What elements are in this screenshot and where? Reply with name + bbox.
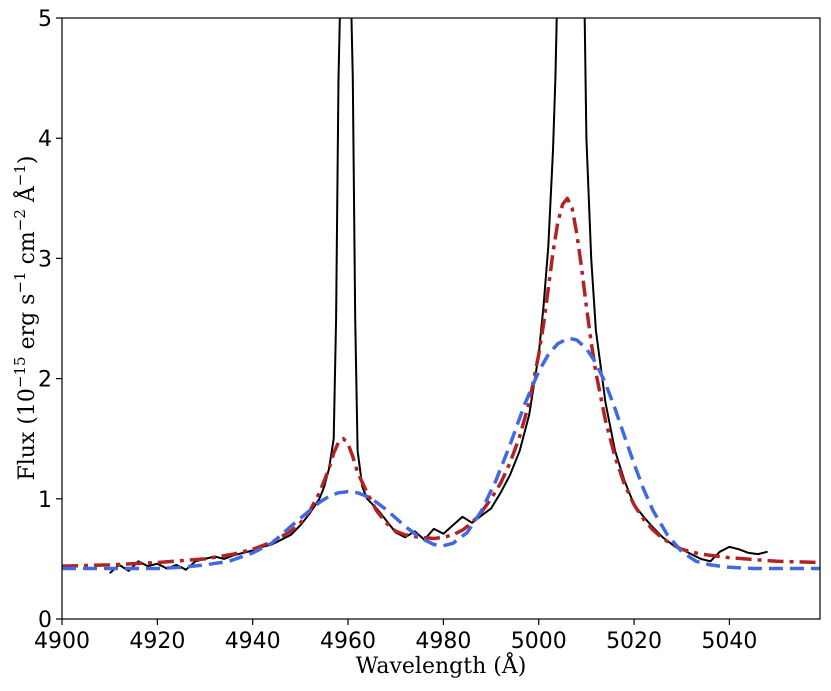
series-solid-line (109, 18, 768, 575)
y-label-exp-1: −1 (11, 271, 29, 293)
y-label-exp-3: −1 (11, 164, 29, 186)
x-axis: 4900 4920 4940 4960 4980 5000 5020 5040 (34, 619, 757, 654)
y-tick-label: 5 (38, 7, 52, 32)
x-tick-label: 4980 (415, 629, 471, 654)
y-axis: 0 1 2 3 4 5 (38, 7, 62, 633)
y-label-prefix: Flux (10 (15, 388, 40, 480)
series-layer (62, 18, 820, 575)
x-tick-label: 5020 (606, 629, 662, 654)
y-tick-label: 1 (38, 488, 52, 513)
x-tick-label: 4920 (129, 629, 185, 654)
y-label-erg: erg s (15, 294, 40, 357)
x-tick-label: 5040 (701, 629, 757, 654)
x-tick-label: 4960 (320, 629, 376, 654)
y-label-exp-2: −2 (11, 209, 29, 231)
x-tick-label: 4940 (225, 629, 281, 654)
y-tick-label: 0 (38, 608, 52, 633)
y-label-exp-15: −15 (11, 356, 29, 388)
plot-frame (61, 17, 821, 620)
y-label-close: ) (15, 155, 40, 164)
y-label-cm: cm (15, 231, 40, 271)
y-tick-label: 2 (38, 368, 52, 393)
x-axis-label: Wavelength (Å) (356, 651, 527, 679)
y-tick-label: 4 (38, 127, 52, 152)
series-dashdot-line (62, 196, 820, 568)
y-tick-label: 3 (38, 247, 52, 272)
y-label-ang: Å (12, 185, 40, 209)
x-tick-label: 4900 (34, 629, 90, 654)
series-dashed-line (62, 337, 820, 571)
x-tick-label: 5000 (511, 629, 567, 654)
y-axis-label: Flux (10−15 erg s−1 cm−2 Å−1) (11, 155, 40, 480)
